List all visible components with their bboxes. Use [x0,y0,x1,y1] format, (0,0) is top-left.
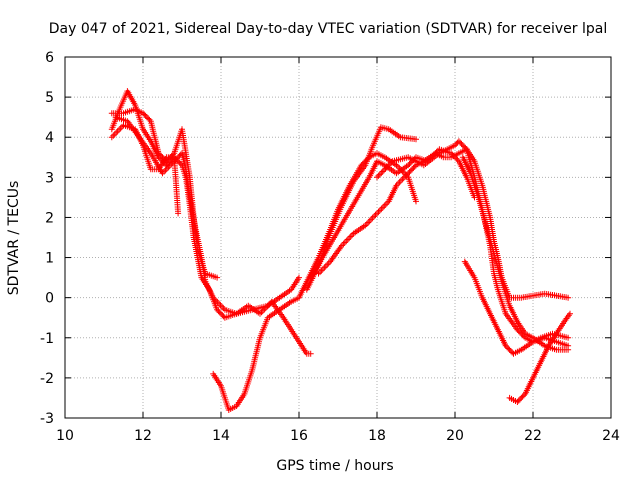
x-tick-label: 14 [212,428,230,444]
plot-frame [64,56,612,419]
y-tick-label: 1 [45,251,54,267]
y-tick-label: -1 [40,331,54,347]
series-markers [506,310,573,405]
x-tick-label: 22 [524,428,542,444]
y-tick-label: 4 [45,130,54,146]
series-track-12 [506,310,573,405]
series-markers [461,258,572,357]
chart-title: Day 047 of 2021, Sidereal Day-to-day VTE… [49,21,607,37]
x-tick-label: 20 [446,428,464,444]
x-tick-label: 24 [602,428,620,444]
series-markers [108,106,221,281]
y-tick-label: -2 [40,371,54,387]
x-tick-label: 18 [368,428,386,444]
y-axis-label: SDTVAR / TECUs [6,181,22,296]
y-tick-label: 6 [45,50,54,66]
series-track-5 [210,150,419,413]
x-tick-label: 12 [134,428,152,444]
series-track-8 [315,146,572,301]
series-markers [108,88,302,321]
axes [64,56,612,419]
series-markers [210,150,419,413]
series-track-4 [112,114,314,357]
series-track-10 [459,154,572,353]
series-track-11 [461,258,572,357]
series-markers [303,124,419,293]
x-axis-label: GPS time / hours [276,458,393,474]
grid [65,57,611,418]
series-markers [315,146,572,301]
y-tick-label: 2 [45,210,54,226]
series-markers [459,154,572,353]
series-track-6 [303,124,419,293]
y-tick-label: 3 [45,170,54,186]
y-tick-label: -3 [40,411,54,427]
series-markers [112,114,314,357]
x-tick-label: 10 [56,428,74,444]
series-track-1 [108,88,302,321]
y-tick-label: 0 [45,291,54,307]
series-track-2 [108,106,221,281]
data-layer [108,88,573,413]
x-tick-label: 16 [290,428,308,444]
y-tick-label: 5 [45,90,54,106]
